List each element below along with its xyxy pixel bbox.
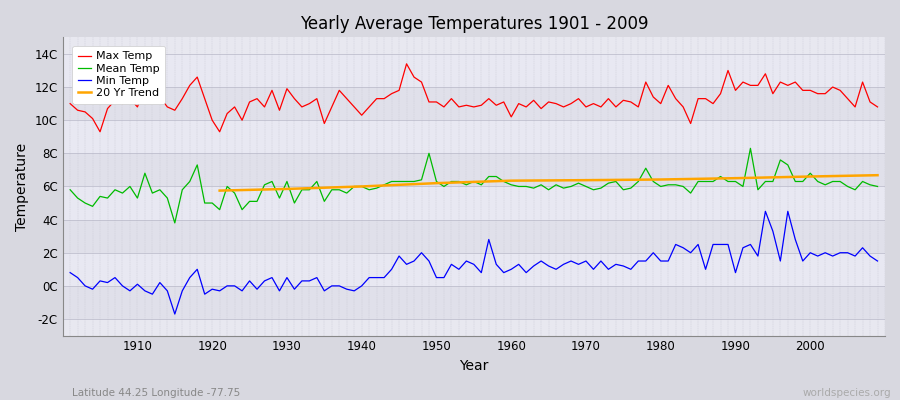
- Max Temp: [65, 101, 76, 106]
- Mean Temp: [603, 181, 614, 186]
- 20 Yr Trend: [356, 184, 367, 189]
- 20 Yr Trend: [214, 188, 225, 193]
- 20 Yr Trend: [431, 181, 442, 186]
- Line: Min Temp: Min Temp: [70, 211, 878, 314]
- Bar: [63, 120, 885, 153]
- 20 Yr Trend: [805, 174, 815, 179]
- Min Temp: [513, 262, 524, 267]
- Legend: Max Temp, Mean Temp, Min Temp, 20 Yr Trend: Max Temp, Mean Temp, Min Temp, 20 Yr Tre…: [72, 46, 165, 104]
- 20 Yr Trend: [580, 178, 591, 182]
- Bar: [63, 253, 885, 286]
- 20 Yr Trend: [506, 178, 517, 183]
- Mean Temp: [124, 184, 135, 189]
- Min Temp: [124, 288, 135, 293]
- X-axis label: Year: Year: [459, 359, 489, 373]
- Mean Temp: [513, 184, 524, 189]
- Bar: [63, 87, 885, 120]
- Y-axis label: Temperature: Temperature: [15, 142, 29, 230]
- Min Temp: [760, 209, 770, 214]
- Bar: [63, 286, 885, 319]
- Max Temp: [94, 129, 105, 134]
- Mean Temp: [872, 184, 883, 189]
- Max Temp: [610, 104, 621, 109]
- Mean Temp: [745, 146, 756, 151]
- Min Temp: [603, 267, 614, 272]
- Min Temp: [506, 267, 517, 272]
- Mean Temp: [65, 187, 76, 192]
- Max Temp: [401, 62, 412, 66]
- 20 Yr Trend: [282, 186, 292, 191]
- Mean Temp: [341, 191, 352, 196]
- Max Temp: [296, 104, 307, 109]
- Bar: [63, 220, 885, 253]
- Min Temp: [169, 312, 180, 316]
- 20 Yr Trend: [872, 173, 883, 178]
- Line: Mean Temp: Mean Temp: [70, 148, 878, 223]
- Title: Yearly Average Temperatures 1901 - 2009: Yearly Average Temperatures 1901 - 2009: [300, 15, 648, 33]
- Max Temp: [132, 104, 143, 109]
- Mean Temp: [169, 220, 180, 225]
- Mean Temp: [296, 187, 307, 192]
- Min Temp: [341, 287, 352, 292]
- Max Temp: [341, 96, 352, 101]
- Text: Latitude 44.25 Longitude -77.75: Latitude 44.25 Longitude -77.75: [72, 388, 240, 398]
- 20 Yr Trend: [730, 176, 741, 180]
- Bar: [63, 186, 885, 220]
- Text: worldspecies.org: worldspecies.org: [803, 388, 891, 398]
- Bar: [63, 153, 885, 186]
- Max Temp: [872, 104, 883, 109]
- Bar: [63, 54, 885, 87]
- Max Temp: [521, 104, 532, 109]
- 20 Yr Trend: [655, 177, 666, 182]
- Max Temp: [513, 101, 524, 106]
- Line: 20 Yr Trend: 20 Yr Trend: [220, 175, 878, 191]
- Min Temp: [872, 259, 883, 264]
- Min Temp: [296, 278, 307, 283]
- Min Temp: [65, 270, 76, 275]
- Line: Max Temp: Max Temp: [70, 64, 878, 132]
- Mean Temp: [506, 182, 517, 187]
